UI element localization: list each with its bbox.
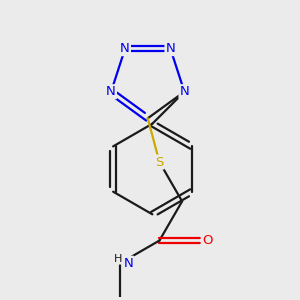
Text: H: H: [114, 254, 122, 264]
Text: O: O: [202, 234, 212, 247]
Text: N: N: [124, 257, 133, 270]
Text: N: N: [120, 42, 130, 55]
Text: N: N: [166, 42, 175, 55]
Text: S: S: [155, 156, 164, 169]
Text: N: N: [106, 85, 116, 98]
Text: N: N: [179, 85, 189, 98]
